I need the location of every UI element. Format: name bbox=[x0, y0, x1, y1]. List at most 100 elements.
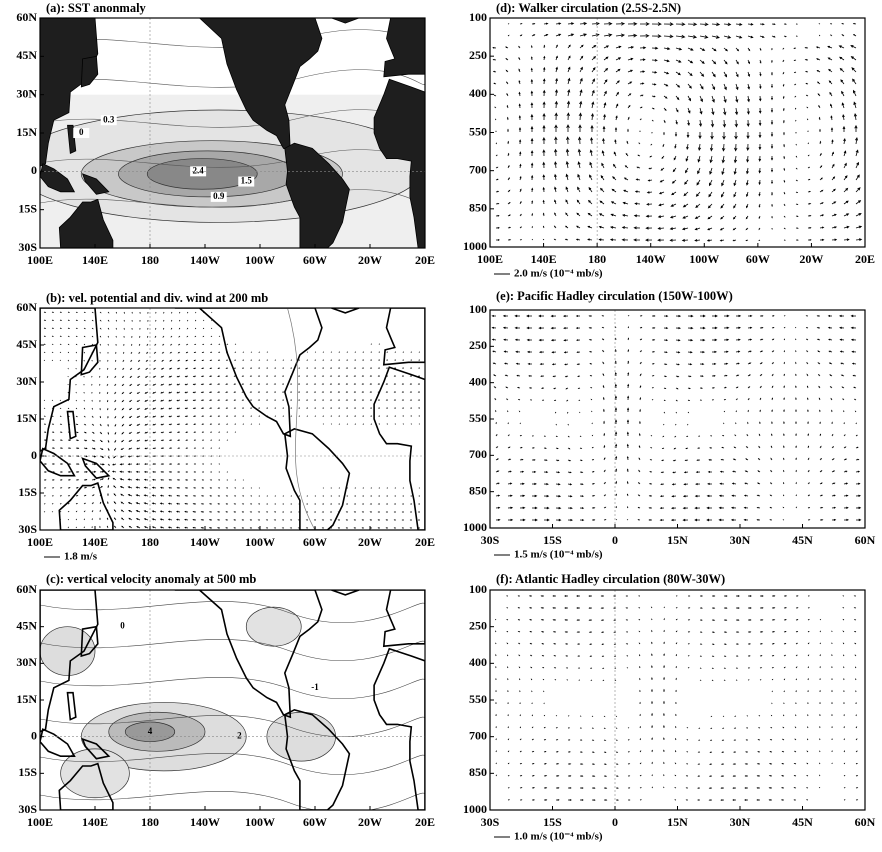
wind-vector bbox=[543, 714, 546, 717]
wind-vector bbox=[115, 327, 117, 330]
wind-vector bbox=[121, 383, 125, 387]
wind-vector bbox=[794, 83, 797, 86]
wind-vector bbox=[627, 349, 630, 353]
wind-vector bbox=[313, 511, 316, 513]
wind-vector bbox=[645, 226, 653, 230]
wind-vector bbox=[723, 410, 726, 413]
wind-vector bbox=[281, 391, 285, 393]
wind-vector bbox=[747, 667, 751, 669]
wind-vector bbox=[648, 167, 653, 170]
wind-vector bbox=[734, 434, 737, 437]
wind-vector bbox=[542, 161, 546, 169]
wind-vector bbox=[852, 34, 857, 37]
wind-vector bbox=[217, 487, 221, 489]
wind-vector bbox=[851, 350, 857, 353]
wind-vector bbox=[694, 506, 701, 510]
wind-vector bbox=[518, 68, 521, 73]
wind-vector bbox=[603, 444, 606, 449]
wind-vector bbox=[75, 487, 79, 489]
wind-vector bbox=[168, 415, 173, 418]
wind-vector bbox=[687, 34, 698, 39]
wind-vector bbox=[807, 154, 810, 157]
wind-vector bbox=[660, 483, 665, 486]
wind-vector bbox=[615, 775, 619, 777]
wind-vector bbox=[393, 383, 397, 385]
wind-vector bbox=[144, 375, 149, 378]
continent bbox=[382, 590, 425, 648]
wind-vector bbox=[233, 495, 237, 497]
wind-vector bbox=[162, 335, 165, 338]
wind-vector bbox=[393, 503, 396, 505]
wind-vector bbox=[687, 71, 693, 77]
wind-vector bbox=[518, 642, 521, 645]
wind-vector bbox=[770, 132, 774, 137]
wind-vector bbox=[626, 140, 629, 145]
wind-vector bbox=[361, 399, 365, 401]
wind-vector bbox=[409, 519, 412, 521]
wind-vector bbox=[843, 654, 845, 657]
wind-vector bbox=[831, 226, 838, 229]
wind-vector bbox=[186, 335, 189, 338]
panel-background bbox=[490, 18, 865, 247]
wind-vector bbox=[193, 359, 197, 362]
wind-vector bbox=[675, 95, 680, 101]
wind-vector bbox=[783, 179, 786, 183]
wind-vector bbox=[554, 161, 558, 169]
wind-vector bbox=[746, 434, 749, 437]
wind-vector bbox=[758, 119, 762, 127]
wind-vector bbox=[819, 482, 823, 485]
wind-vector bbox=[51, 327, 54, 329]
wind-vector bbox=[107, 455, 110, 459]
y-tick-label: 700 bbox=[469, 162, 487, 176]
wind-vector bbox=[770, 727, 773, 729]
x-tick-label: 140W bbox=[190, 535, 220, 549]
wind-vector bbox=[687, 387, 691, 390]
wind-vector bbox=[675, 399, 678, 402]
wind-vector bbox=[91, 343, 94, 346]
wind-vector bbox=[795, 666, 798, 669]
wind-vector bbox=[167, 510, 173, 513]
wind-vector bbox=[711, 338, 718, 342]
wind-vector bbox=[612, 163, 617, 169]
wind-vector bbox=[160, 367, 165, 370]
wind-vector bbox=[661, 459, 665, 462]
wind-vector bbox=[135, 494, 141, 497]
wind-vector bbox=[176, 502, 181, 505]
wind-vector bbox=[298, 399, 301, 401]
wind-vector bbox=[409, 527, 413, 529]
wind-vector bbox=[519, 726, 521, 729]
wind-vector bbox=[723, 374, 728, 377]
wind-vector bbox=[747, 35, 754, 39]
wind-vector bbox=[144, 407, 149, 410]
wind-vector bbox=[819, 457, 823, 461]
wind-vector bbox=[591, 495, 596, 497]
wind-vector bbox=[723, 83, 727, 91]
wind-vector bbox=[804, 58, 809, 61]
wind-vector bbox=[794, 95, 797, 98]
wind-vector bbox=[576, 619, 581, 621]
wind-vector bbox=[75, 343, 78, 346]
wind-vector bbox=[602, 667, 605, 669]
wind-vector bbox=[610, 201, 617, 205]
wind-vector bbox=[322, 407, 325, 409]
wind-vector bbox=[409, 511, 412, 513]
wind-vector bbox=[589, 161, 593, 169]
wind-vector bbox=[107, 431, 110, 435]
continent bbox=[284, 142, 350, 248]
wind-vector bbox=[528, 607, 533, 609]
wind-vector bbox=[651, 677, 653, 681]
wind-vector bbox=[160, 431, 165, 434]
wind-vector bbox=[827, 57, 833, 61]
wind-vector bbox=[67, 319, 70, 321]
wind-vector bbox=[711, 326, 718, 330]
y-tick-label: 250 bbox=[469, 48, 487, 62]
wind-vector bbox=[555, 494, 562, 498]
wind-vector bbox=[850, 338, 857, 342]
wind-vector bbox=[708, 799, 713, 801]
wind-vector bbox=[747, 350, 752, 353]
wind-vector bbox=[274, 367, 277, 369]
wind-vector bbox=[43, 487, 47, 489]
wind-vector bbox=[639, 22, 650, 26]
wind-vector bbox=[804, 46, 809, 49]
x-tick-label: 45N bbox=[792, 533, 813, 547]
